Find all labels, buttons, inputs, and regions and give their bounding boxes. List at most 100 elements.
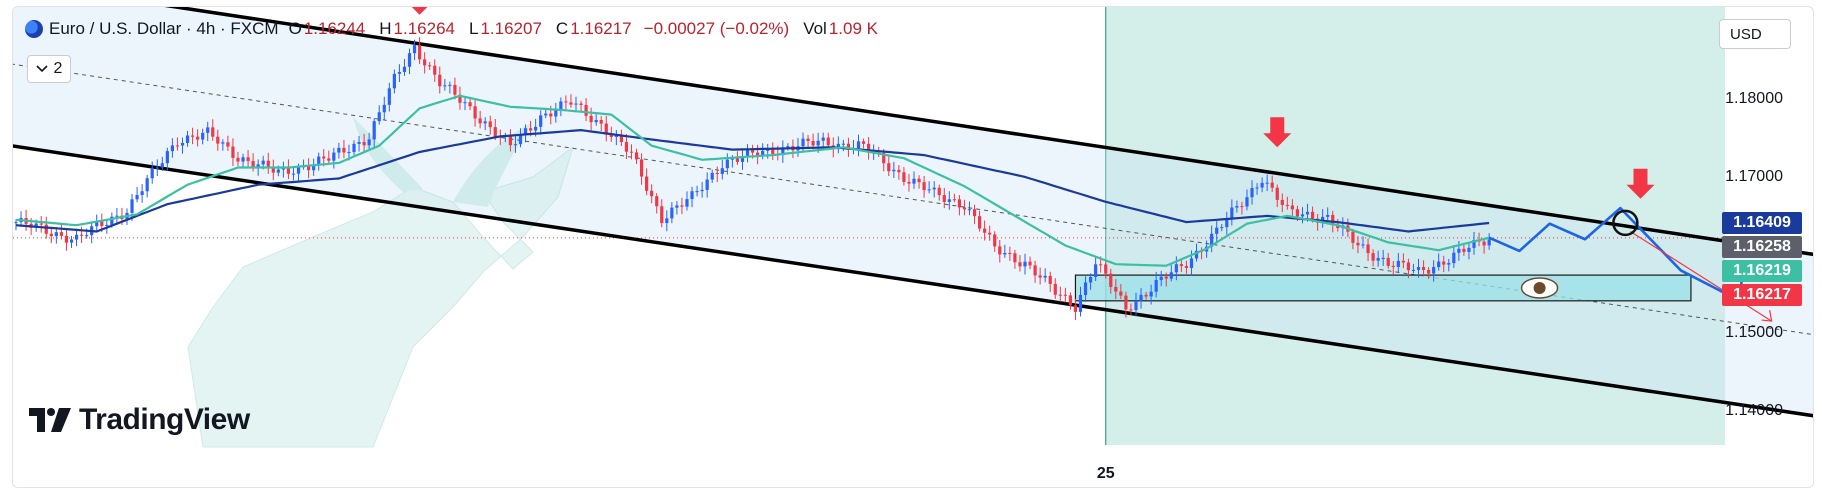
candle-body xyxy=(1073,305,1078,312)
candle-body xyxy=(952,199,956,201)
candle-body xyxy=(695,191,699,193)
candle-body xyxy=(528,128,533,131)
candle-body xyxy=(1058,294,1062,296)
candle-body xyxy=(549,113,553,117)
eye-pupil-icon xyxy=(1533,281,1546,294)
candle-body xyxy=(246,157,250,162)
candle-body xyxy=(841,143,845,145)
candle-body xyxy=(589,115,593,123)
candle-body xyxy=(559,101,563,111)
candle-body xyxy=(1482,241,1486,246)
candle-body xyxy=(670,207,674,219)
candle-body xyxy=(1487,239,1491,246)
sell-arrow-icon-mid xyxy=(1263,117,1292,148)
candle-body xyxy=(1018,262,1022,267)
candle-body xyxy=(1240,206,1244,208)
projection-alt-line xyxy=(1630,230,1772,322)
open-value: 1.16244 xyxy=(303,19,366,38)
candle-body xyxy=(1008,252,1012,254)
candle-body xyxy=(266,160,270,168)
candle-body xyxy=(534,126,538,131)
candle-body xyxy=(44,224,48,234)
candle-body xyxy=(594,120,598,123)
candle-body xyxy=(609,134,613,137)
candle-body xyxy=(14,222,18,224)
symbol-title[interactable]: Euro / U.S. Dollar · 4h · FXCM xyxy=(49,19,279,38)
candle-body xyxy=(49,233,53,237)
candle-body xyxy=(619,134,623,143)
candle-body xyxy=(201,132,205,140)
candle-body xyxy=(307,166,311,171)
candle-body xyxy=(296,166,301,174)
candle-body xyxy=(786,146,790,148)
candle-body xyxy=(1094,264,1098,278)
candle-body xyxy=(1442,261,1446,265)
candle-body xyxy=(1270,182,1274,188)
candle-body xyxy=(887,163,891,172)
candle-body xyxy=(39,223,43,225)
candle-body xyxy=(397,71,402,74)
candle-body xyxy=(645,176,649,191)
channel-upper-line xyxy=(164,7,1813,257)
close-label: C xyxy=(555,19,569,38)
candle-body xyxy=(1189,258,1194,268)
candle-body xyxy=(882,152,886,164)
change-value: −0.00027 (−0.02%) xyxy=(643,19,790,38)
candle-body xyxy=(85,235,89,237)
candle-body xyxy=(1225,218,1229,228)
ema-slow-line xyxy=(15,128,1490,233)
candle-body xyxy=(554,110,558,117)
candle-body xyxy=(720,168,724,174)
candle-body xyxy=(972,209,977,217)
candle-body xyxy=(236,157,240,162)
candle-body xyxy=(216,136,220,144)
candle-body xyxy=(64,235,69,243)
candle-body xyxy=(145,178,149,192)
candle-body xyxy=(115,215,119,217)
candle-body xyxy=(599,120,603,124)
candle-body xyxy=(1104,264,1108,274)
low-value: 1.16207 xyxy=(480,19,542,38)
candle-body xyxy=(170,145,174,152)
candle-body xyxy=(458,94,462,103)
price-chart[interactable] xyxy=(13,7,1813,487)
candle-body xyxy=(998,246,1002,255)
candle-body xyxy=(140,191,144,196)
candle-body xyxy=(100,221,104,226)
candle-body xyxy=(1184,266,1189,268)
candle-body xyxy=(483,121,487,124)
candle-body xyxy=(1109,273,1113,287)
currency-selector-button[interactable]: USD xyxy=(1719,19,1791,49)
candle-body xyxy=(357,142,361,144)
candle-body xyxy=(1099,264,1103,266)
candle-body xyxy=(1310,211,1315,219)
candle-body xyxy=(1164,276,1168,279)
tradingview-logo[interactable]: TradingView xyxy=(29,403,250,437)
candle-body xyxy=(453,84,457,95)
bull-horn-left xyxy=(353,117,423,192)
candle-body xyxy=(660,206,664,224)
volume-value: 1.09 K xyxy=(828,19,878,38)
candle-body xyxy=(725,159,729,169)
candle-body xyxy=(367,139,371,146)
candle-body xyxy=(1265,182,1269,184)
candle-body xyxy=(286,167,291,174)
candle-body xyxy=(493,127,497,137)
candle-body xyxy=(750,149,755,153)
candle-body xyxy=(781,147,785,155)
candle-body xyxy=(428,65,432,67)
indicators-toggle-button[interactable]: 2 xyxy=(27,55,71,83)
candle-body xyxy=(1149,291,1153,297)
candle-body xyxy=(412,45,417,54)
candle-body xyxy=(211,127,215,137)
candle-body xyxy=(574,103,578,105)
candle-body xyxy=(165,151,169,164)
candle-body xyxy=(1391,265,1395,267)
channel-fill xyxy=(13,7,1813,416)
candle-body xyxy=(508,135,513,146)
candle-body xyxy=(1250,187,1254,198)
candle-body xyxy=(1416,266,1421,270)
sell-arrow-icon-projected xyxy=(1626,168,1655,199)
price-tick-label: 1.18000 xyxy=(1725,89,1783,107)
sell-arrow-icon-top xyxy=(411,7,428,15)
